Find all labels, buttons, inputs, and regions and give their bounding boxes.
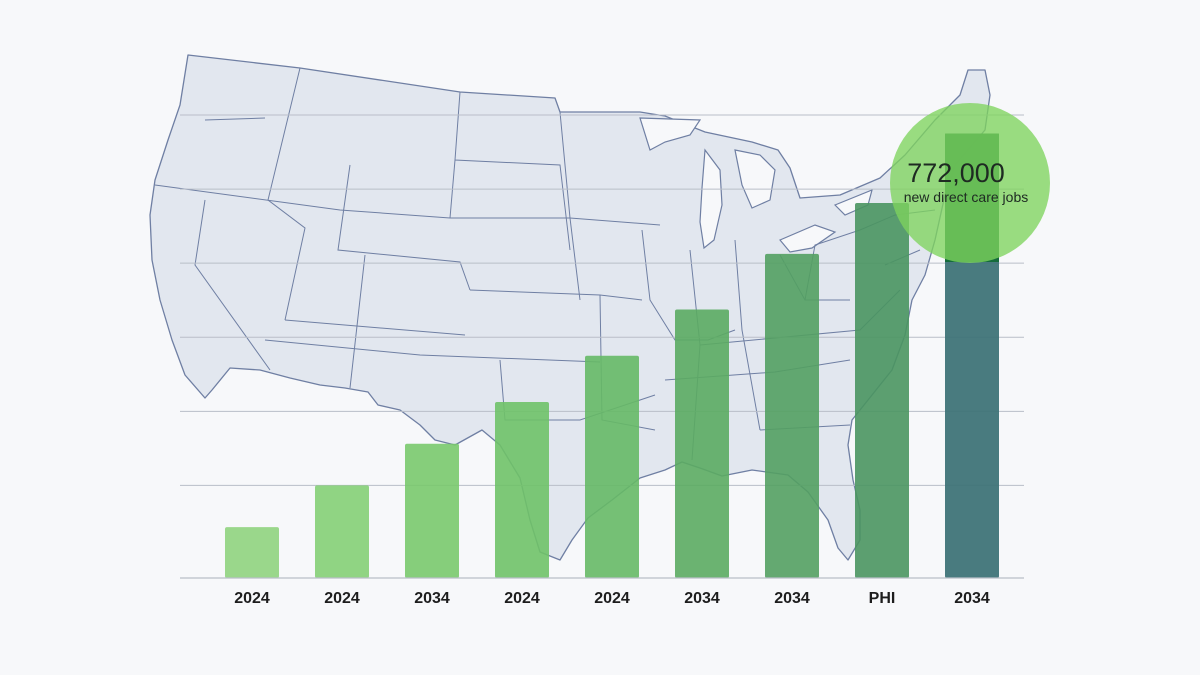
x-tick-label: 2024: [234, 590, 270, 607]
x-tick-label: 2034: [684, 590, 720, 607]
x-tick-labels: 2024 2024 2034 2024 2024 2034 2034 PHI 2034: [234, 590, 990, 607]
x-tick-label: 2024: [504, 590, 540, 607]
bar: [585, 355, 639, 578]
bar: [315, 485, 369, 578]
annotation-label: new direct care jobs: [904, 189, 1029, 205]
x-tick-label: 2034: [954, 590, 990, 607]
great-lakes: [639, 117, 873, 253]
x-tick-label: 2024: [594, 590, 630, 607]
bar: [765, 253, 819, 578]
annotation-bubble: 772,000 new direct care jobs: [890, 103, 1050, 263]
annotation-circle: [890, 103, 1050, 263]
bar: [855, 202, 909, 578]
bar: [495, 402, 549, 578]
x-tick-label: 2034: [414, 590, 450, 607]
bar: [405, 443, 459, 578]
bar: [225, 527, 279, 578]
x-tick-label: PHI: [869, 590, 896, 607]
x-tick-label: 2034: [774, 590, 810, 607]
annotation-value: 772,000: [907, 158, 1005, 188]
bar: [675, 309, 729, 578]
x-tick-label: 2024: [324, 590, 360, 607]
